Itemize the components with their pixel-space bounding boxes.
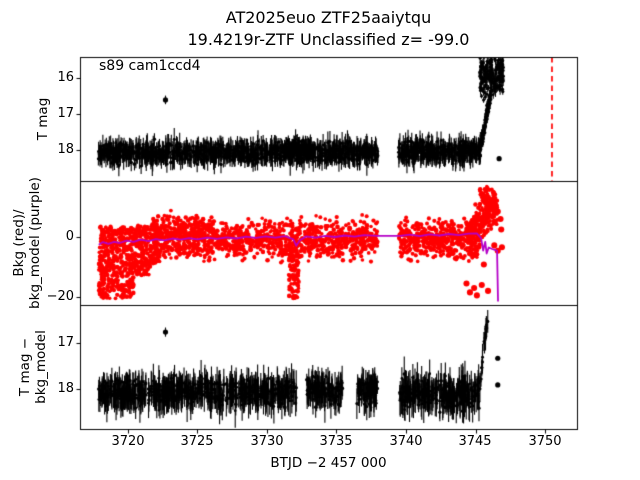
- figure-title-line2: 19.4219r-ZTF Unclassified z= -99.0: [187, 30, 470, 49]
- x-tick-label: 3720: [111, 434, 145, 449]
- y-tick-label: 0: [65, 229, 74, 244]
- y-tick-label: 18: [57, 142, 74, 157]
- y-tick-label: 18: [57, 381, 74, 396]
- x-tick-label: 3740: [389, 434, 423, 449]
- x-axis-label: BTJD −2 457 000: [270, 455, 387, 471]
- x-tick-label: 3725: [180, 434, 214, 449]
- x-tick-label: 3735: [319, 434, 353, 449]
- y-tick-label: 17: [57, 106, 74, 121]
- figure-title-line1: AT2025euo ZTF25aaiytqu: [225, 8, 432, 27]
- x-tick-label: 3745: [458, 434, 492, 449]
- y-tick-label: −20: [46, 289, 74, 304]
- x-tick-label: 3730: [250, 434, 284, 449]
- x-tick-label: 3750: [528, 434, 562, 449]
- y-tick-label: 17: [57, 335, 74, 350]
- sector-camera-annotation: s89 cam1ccd4: [99, 58, 201, 74]
- y-tick-label: 16: [57, 70, 74, 85]
